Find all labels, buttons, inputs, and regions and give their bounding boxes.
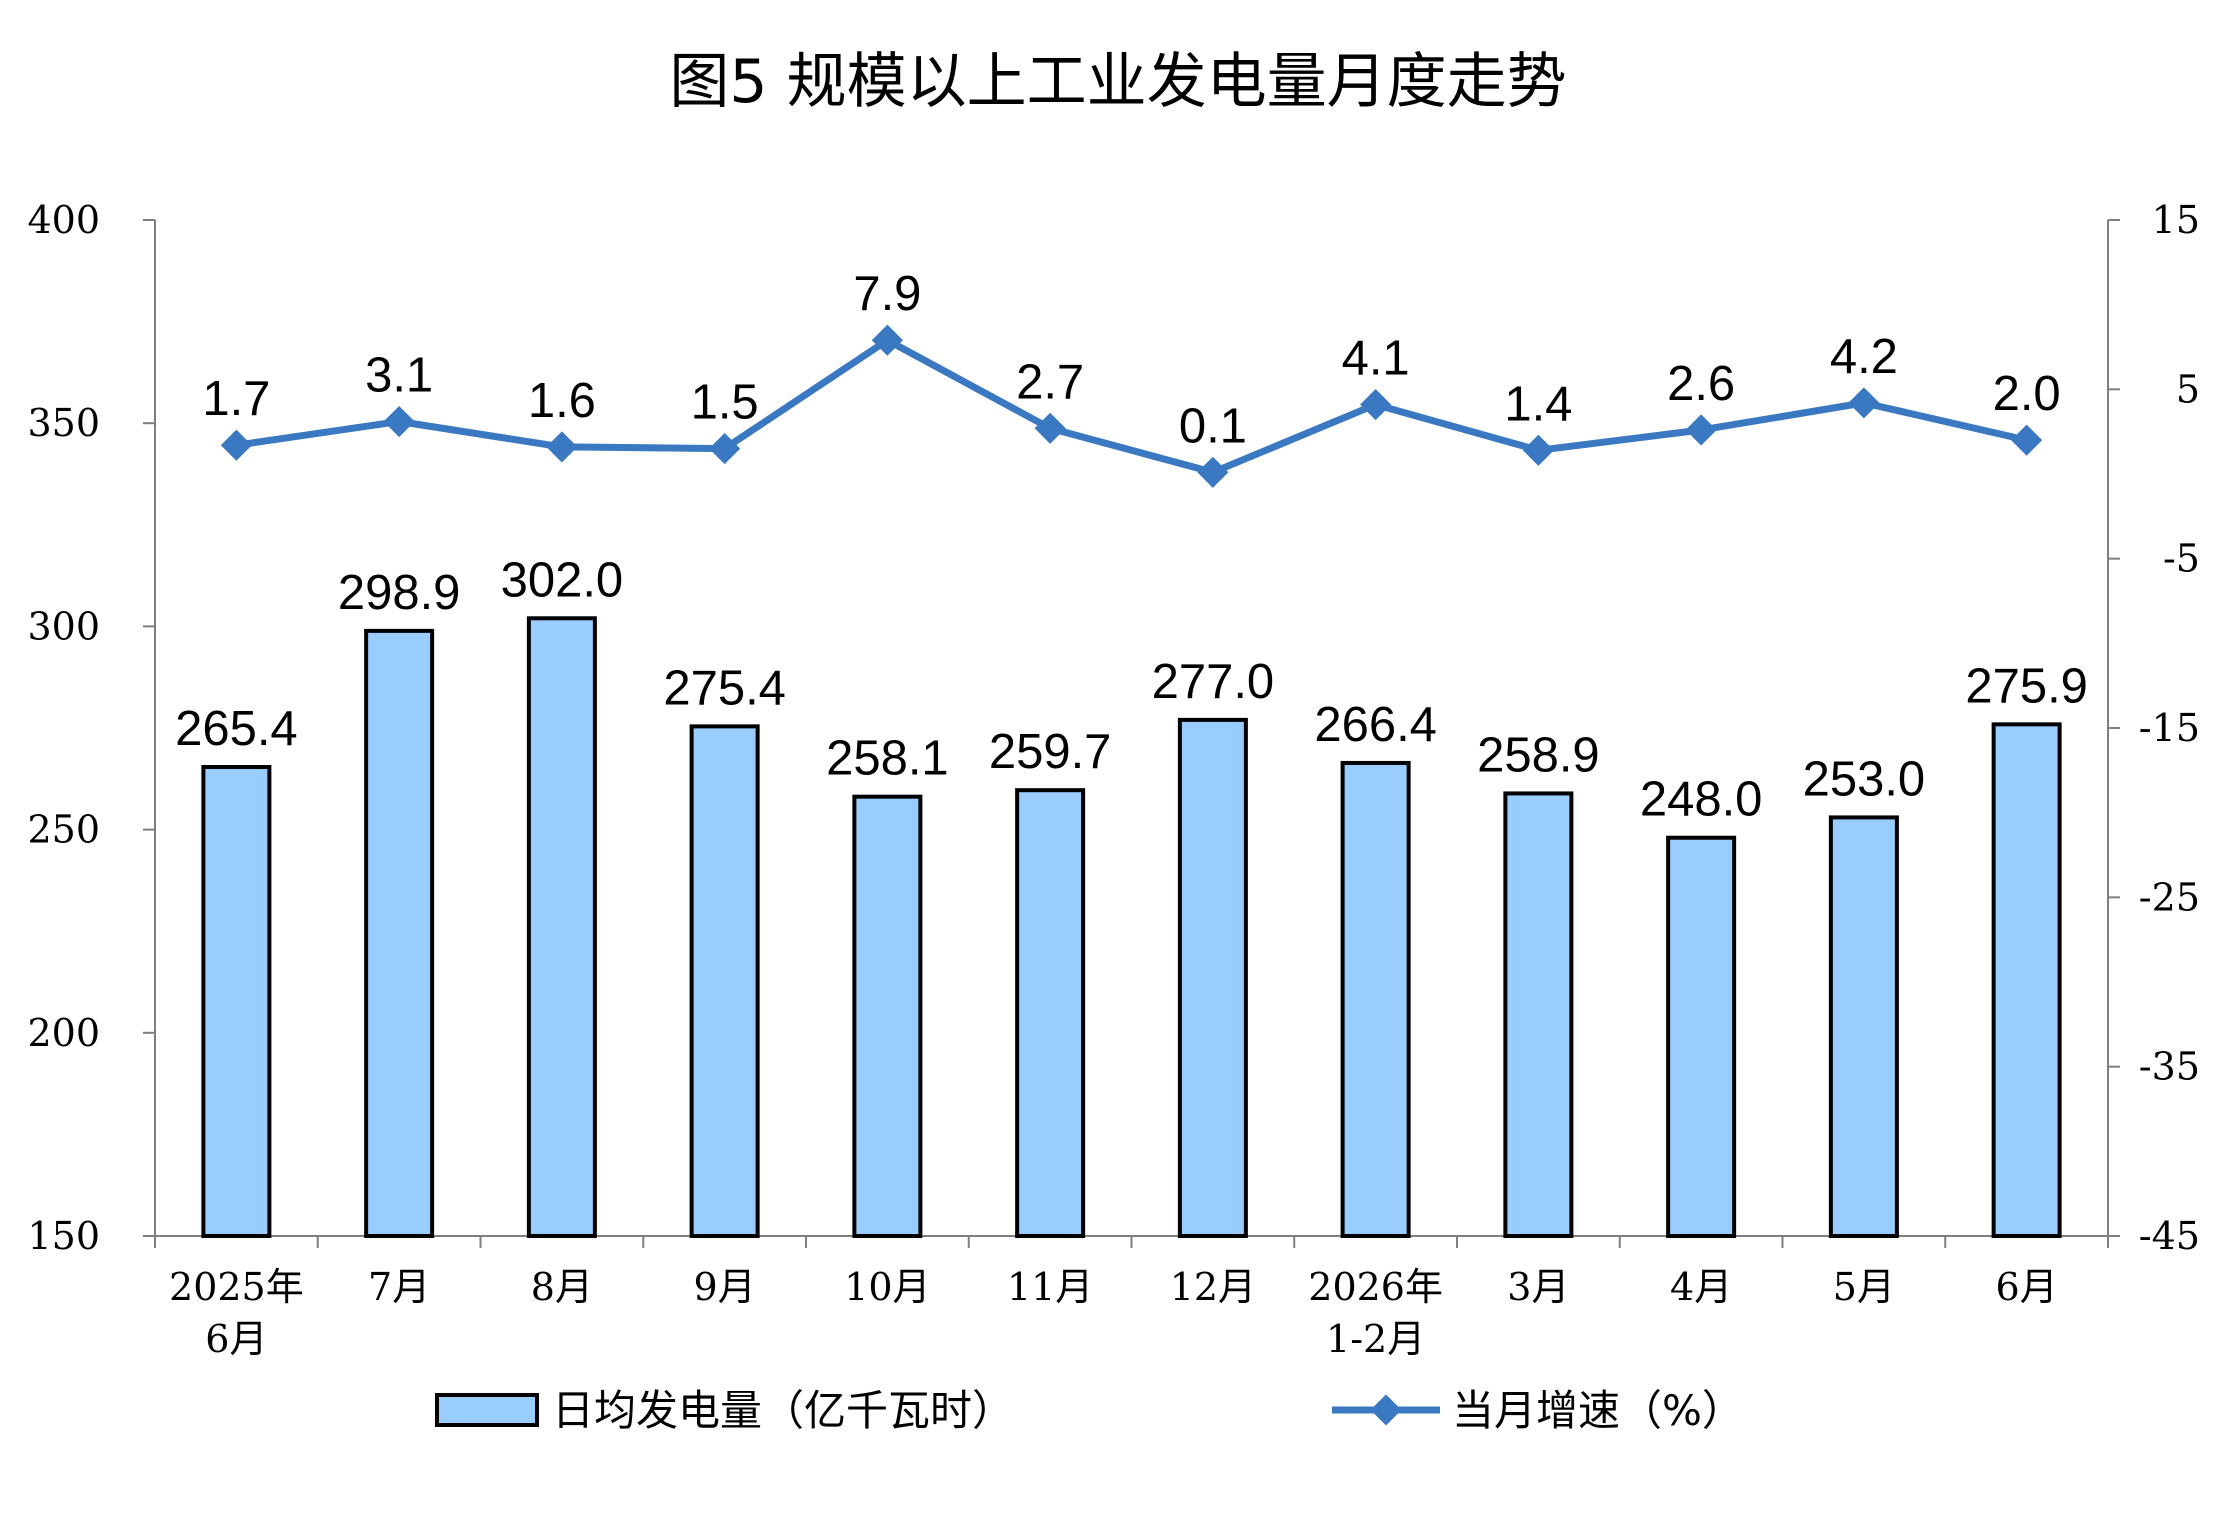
line-marker <box>2011 424 2043 456</box>
x-tick-label: 6月 <box>1996 1265 2058 1309</box>
line-marker <box>1197 456 1229 488</box>
bar-data-label: 277.0 <box>1152 655 1275 709</box>
x-tick-label: 8月 <box>531 1265 593 1309</box>
line-path <box>235 336 2028 476</box>
x-tick-label: 3月 <box>1507 1265 1569 1309</box>
line-data-label: 1.4 <box>1504 377 1572 431</box>
line-data-label: 2.7 <box>1016 355 1084 409</box>
y-left-tick-label: 400 <box>27 198 100 242</box>
y-right-tick-label: 15 <box>2152 198 2200 242</box>
y-left-tick-label: 250 <box>27 808 100 852</box>
bar <box>201 765 272 1238</box>
x-tick-label: 7月 <box>368 1265 430 1309</box>
bar <box>689 724 760 1238</box>
x-tick-label: 9月 <box>694 1265 756 1309</box>
bar <box>1340 760 1411 1238</box>
x-tick-label: 6月 <box>205 1317 267 1361</box>
y-right-tick-label: -35 <box>2139 1045 2200 1089</box>
bar <box>1177 717 1248 1238</box>
x-tick-label: 2026年 <box>1308 1265 1443 1309</box>
line-marker <box>871 324 903 356</box>
bar <box>1991 722 2062 1238</box>
legend-label-bars: 日均发电量（亿千瓦时） <box>552 1386 1014 1435</box>
bar <box>852 794 923 1238</box>
line-marker <box>1685 414 1717 446</box>
bar-data-label: 258.9 <box>1477 728 1600 782</box>
line-data-label: 2.0 <box>1993 367 2061 421</box>
line-marker <box>220 429 252 461</box>
y-left-tick-label: 350 <box>27 401 100 445</box>
data-labels: 265.4 298.9 302.0 275.4 258.1 259.7 277.0 266.4… <box>175 267 2088 827</box>
x-tick-label: 1-2月 <box>1326 1317 1425 1361</box>
line-marker <box>1034 412 1066 444</box>
bar <box>526 616 597 1238</box>
bar-data-label: 248.0 <box>1640 773 1763 827</box>
y-right-tick-label: -5 <box>2163 537 2200 581</box>
line-data-label: 1.5 <box>691 376 759 430</box>
x-tick-label: 5月 <box>1833 1265 1895 1309</box>
line-data-label: 4.1 <box>1342 332 1410 386</box>
line-data-label: 7.9 <box>853 267 921 321</box>
axes: 150 200 250 300 350 400 -45 -35 -25 -15 -5 5 15 2025年… <box>27 198 2200 1361</box>
x-tick-label: 11月 <box>1007 1265 1093 1309</box>
bar-data-label: 302.0 <box>501 553 624 607</box>
bar-data-label: 275.9 <box>1965 659 2088 713</box>
bar-data-label: 253.0 <box>1803 752 1926 806</box>
y-left-tick-label: 300 <box>27 604 100 648</box>
line-marker <box>1848 387 1880 419</box>
line-marker <box>1360 389 1392 421</box>
line-data-label: 0.1 <box>1179 399 1247 453</box>
x-tick-label: 12月 <box>1170 1265 1256 1309</box>
chart-title: 图5 规模以上工业发电量月度走势 <box>669 47 1566 117</box>
bar-data-label: 298.9 <box>338 566 461 620</box>
line-data-label: 1.6 <box>528 374 596 428</box>
bar <box>364 628 435 1238</box>
y-right-tick-label: -45 <box>2139 1214 2200 1258</box>
bar-data-label: 266.4 <box>1314 698 1437 752</box>
legend-label-line: 当月增速（%） <box>1452 1386 1744 1435</box>
y-left-tick-label: 150 <box>27 1214 100 1258</box>
bar <box>1828 815 1899 1239</box>
bar-data-label: 259.7 <box>989 725 1112 779</box>
y-right-tick-label: -25 <box>2139 875 2200 919</box>
bar-data-label: 258.1 <box>826 732 949 786</box>
bar-series <box>201 616 2062 1239</box>
y-right-tick-label: 5 <box>2176 367 2200 411</box>
legend: 日均发电量（亿千瓦时） 当月增速（%） <box>435 1386 1744 1435</box>
line-marker <box>1522 434 1554 466</box>
line-marker <box>546 431 578 463</box>
y-left-tick-label: 200 <box>27 1011 100 1055</box>
y-right-tick-label: -15 <box>2139 706 2200 750</box>
x-tick-label: 2025年 <box>169 1265 304 1309</box>
bar <box>1015 788 1086 1238</box>
line-data-label: 2.6 <box>1667 357 1735 411</box>
line-data-label: 4.2 <box>1830 330 1898 384</box>
bar-data-label: 265.4 <box>175 702 298 756</box>
x-tick-label: 4月 <box>1670 1265 1732 1309</box>
legend-marker-line <box>1370 1394 1402 1426</box>
x-tick-label: 10月 <box>844 1265 930 1309</box>
bar <box>1666 835 1737 1239</box>
line-data-label: 1.7 <box>202 372 270 426</box>
legend-swatch-bars <box>435 1393 539 1427</box>
line-marker <box>383 405 415 438</box>
line-series <box>220 324 2043 488</box>
line-marker <box>709 433 741 465</box>
line-data-label: 3.1 <box>365 349 433 403</box>
bar-data-label: 275.4 <box>663 661 786 715</box>
bar <box>1503 791 1574 1239</box>
